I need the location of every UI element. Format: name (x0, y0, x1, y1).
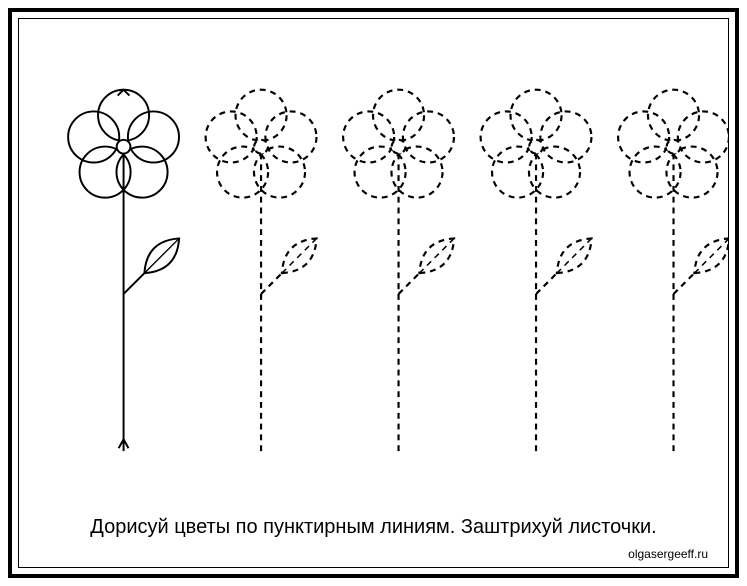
flower-center (117, 140, 131, 154)
leaf-branch (674, 273, 695, 294)
instruction-text: Дорисуй цветы по пунктирным линиям. Зашт… (19, 516, 728, 539)
flower-center (392, 140, 406, 154)
inner-frame: Дорисуй цветы по пунктирным линиям. Зашт… (18, 18, 729, 568)
flower-dashed (343, 90, 454, 451)
petal (481, 111, 532, 162)
leaf-branch (536, 273, 557, 294)
flower-dashed (206, 90, 317, 451)
flower-dashed (481, 90, 592, 451)
petal (343, 111, 394, 162)
leaf-branch (124, 273, 145, 294)
credit-text: olgasergeeff.ru (628, 547, 708, 561)
flower-center (254, 140, 268, 154)
leaf-branch (399, 273, 420, 294)
flower-center (667, 140, 681, 154)
outer-frame: Дорисуй цветы по пунктирным линиям. Зашт… (8, 8, 739, 578)
flower-center (529, 140, 543, 154)
leaf-branch (261, 273, 282, 294)
petal (618, 111, 669, 162)
flower-dashed (618, 90, 728, 451)
petal (206, 111, 257, 162)
worksheet-canvas (19, 19, 728, 567)
flower-solid (68, 90, 179, 451)
